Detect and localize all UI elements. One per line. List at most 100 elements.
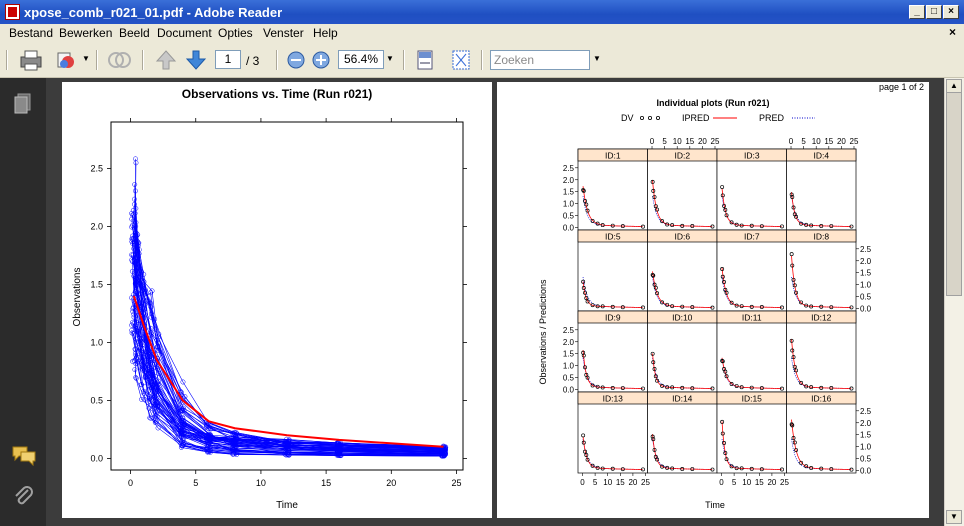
page-number-input[interactable]: 1 [215,50,241,69]
x-tick-label: 10 [603,478,612,487]
observation-point [230,430,236,436]
comments-icon[interactable] [11,444,37,466]
y-tick-label: 2.0 [563,338,575,347]
dv-point [581,440,586,445]
observation-point [207,450,213,455]
dv-point [780,224,784,229]
y-tick-label: 2.5 [563,164,575,173]
scroll-down-icon[interactable]: ▼ [946,510,962,524]
x-tick-label: 15 [616,478,625,487]
dv-point [655,291,660,296]
fit-width-icon[interactable] [414,48,436,72]
dv-point [584,296,589,301]
observation-point [207,445,213,451]
legend-dv-marker [639,116,644,121]
search-input[interactable]: Zoeken [490,50,590,70]
menu-venster[interactable]: Venster [263,26,304,40]
observation-point [131,314,137,320]
document-close-button[interactable]: × [948,25,956,39]
dv-point [651,360,656,365]
observation-point [142,351,147,357]
create-pdf-icon[interactable] [54,48,80,72]
y-tick-label: 0.0 [90,453,103,463]
dv-point [809,385,814,390]
observation-point [129,252,135,258]
dv-point [652,367,657,371]
x-tick-label: 25 [850,137,859,146]
x-tick-label: 15 [685,137,694,146]
menu-beeld[interactable]: Beeld [119,26,150,40]
observation-point [180,379,186,385]
zoom-out-icon[interactable] [285,48,307,72]
panel-strip [786,148,857,162]
close-button[interactable]: × [943,5,959,19]
observation-point [139,299,145,305]
panel-frame [716,148,787,231]
next-page-icon[interactable] [184,48,208,72]
dv-point [759,224,764,229]
dv-point [651,437,656,442]
navigation-panel [0,78,46,526]
dv-point [790,348,795,353]
maximize-button[interactable]: □ [926,5,942,19]
minimize-button[interactable]: _ [909,5,925,19]
observation-point [141,271,147,277]
x-tick-label: 10 [742,478,751,487]
y-axis-label: Observations [72,268,83,327]
scrollbar-thumb[interactable] [946,92,962,296]
dv-point [739,223,744,228]
zoom-dropdown-icon[interactable]: ▼ [386,54,394,63]
previous-page-icon[interactable] [154,48,178,72]
menu-bestand[interactable]: Bestand [9,26,54,40]
menu-document[interactable]: Document [157,26,212,40]
print-icon[interactable] [18,48,44,72]
dv-point [583,449,587,454]
dv-point [829,305,834,310]
observation-point [130,236,135,242]
dv-point [729,382,734,386]
dv-point [722,203,726,208]
dropdown-arrow-icon[interactable]: ▼ [82,54,90,63]
x-tick-label: 25 [780,478,789,487]
observation-point [155,425,161,431]
dv-point [720,431,725,436]
panel-strip [786,310,857,324]
observation-point [131,358,137,364]
observation-point [141,390,147,396]
attachments-icon[interactable] [11,484,35,508]
panel-frame [577,391,648,474]
ipred-line [652,434,713,470]
x-tick-label: 5 [593,478,598,487]
dv-point [739,385,744,390]
observation-point [129,210,135,216]
y-tick-label: 0.0 [563,224,575,233]
panel-frame [786,391,857,474]
observation-point [443,451,448,457]
observation-point [132,289,138,294]
y-tick-label: 2.5 [563,326,575,335]
hand-tool-icon[interactable] [106,48,134,72]
observation-point [132,323,138,329]
panel-frame [716,229,787,312]
x-tick-label: 5 [193,478,198,488]
legend-dv-marker [655,116,660,121]
scroll-up-icon[interactable]: ▲ [946,79,962,93]
dv-point [650,351,655,356]
observation-point [152,391,158,396]
observation-point [286,450,292,456]
menu-help[interactable]: Help [313,26,338,40]
menu-opties[interactable]: Opties [218,26,253,40]
search-dropdown-icon[interactable]: ▼ [593,54,601,63]
observation-point [140,358,146,363]
pages-panel-icon[interactable] [11,92,35,116]
observation-point [178,444,184,450]
zoom-level-input[interactable]: 56.4% [338,50,384,69]
fit-page-icon[interactable] [450,48,472,72]
menu-bewerken[interactable]: Bewerken [59,26,113,40]
legend-ipred: IPRED [682,113,710,123]
observation-point [132,260,137,266]
dv-point [581,188,586,193]
zoom-in-icon[interactable] [310,48,332,72]
dv-point [655,457,660,462]
dv-point [759,305,764,309]
